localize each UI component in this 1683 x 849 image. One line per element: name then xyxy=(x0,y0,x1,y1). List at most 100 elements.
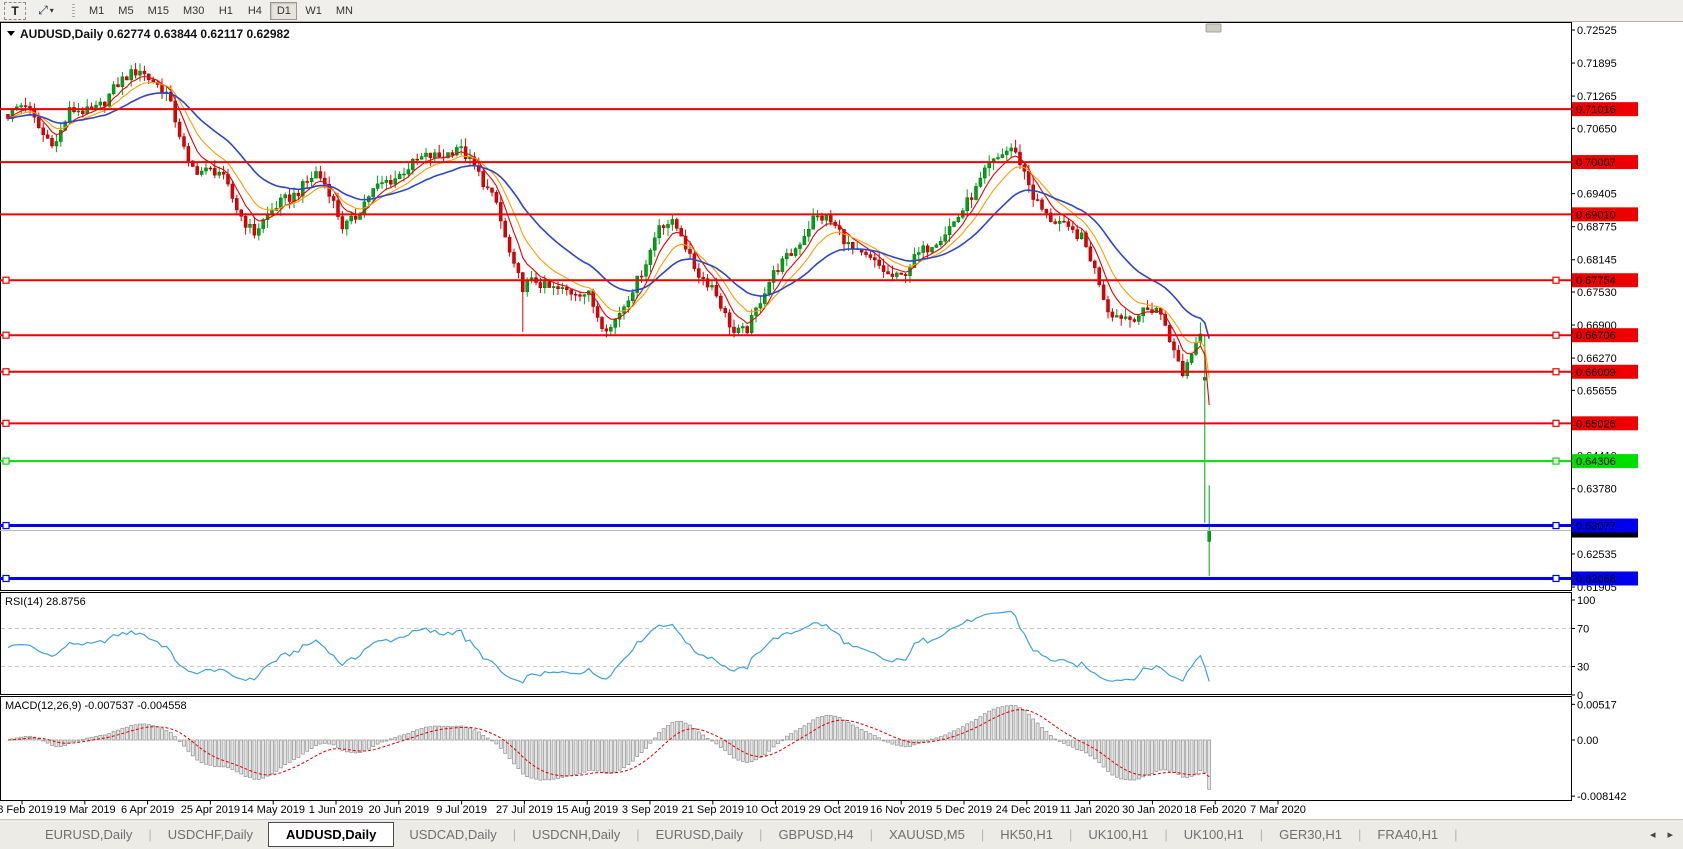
hline-handle[interactable] xyxy=(2,419,10,427)
candle-body xyxy=(54,141,59,147)
candle-body xyxy=(1093,260,1097,269)
hline-handle[interactable] xyxy=(2,368,10,376)
macd-bar xyxy=(239,739,244,775)
timeframe-button-m1[interactable]: M1 xyxy=(83,2,110,20)
candle-body xyxy=(169,91,173,102)
macd-bar xyxy=(1106,739,1110,772)
candle xyxy=(666,219,670,236)
candle-body xyxy=(939,240,943,246)
macd-bar xyxy=(1172,739,1176,773)
hline-handle[interactable] xyxy=(1552,574,1560,583)
macd-bar xyxy=(732,739,736,759)
timeframe-button-d1[interactable]: D1 xyxy=(270,1,298,20)
price-tick-label: 0.70650 xyxy=(1577,123,1617,135)
hline-handle[interactable] xyxy=(2,521,10,530)
timeframe-button-m15[interactable]: M15 xyxy=(142,2,175,20)
hline-handle[interactable] xyxy=(1552,419,1560,427)
tab-usdcad-daily[interactable]: USDCAD,Daily xyxy=(409,827,497,842)
text-tool-button[interactable]: T xyxy=(4,1,26,20)
candle-body xyxy=(556,286,560,289)
candle-body xyxy=(336,200,340,217)
macd-bar xyxy=(503,739,508,754)
date-tick-label: 28 Feb 2019 xyxy=(0,804,53,816)
macd-bar xyxy=(89,737,94,741)
hline-handle[interactable] xyxy=(2,331,10,339)
tab-eurusd-daily[interactable]: EURUSD,Daily xyxy=(45,827,133,842)
macd-bar xyxy=(50,739,54,746)
macd-bar xyxy=(930,738,934,741)
macd-bar xyxy=(173,736,178,741)
candle-body xyxy=(829,215,833,223)
rsi-panel[interactable] xyxy=(0,592,1572,695)
moving-average-medium xyxy=(7,81,1210,378)
tab-gbpusd-h4[interactable]: GBPUSD,H4 xyxy=(778,827,854,842)
candle xyxy=(1110,308,1115,322)
hline-handle[interactable] xyxy=(1552,276,1560,284)
macd-bar xyxy=(1189,739,1194,777)
cursor-objects-button[interactable]: ⤢ ▾ xyxy=(29,2,63,20)
timeframe-button-m5[interactable]: M5 xyxy=(112,2,139,20)
candle-body xyxy=(679,228,683,237)
hline-handle[interactable] xyxy=(1552,521,1560,530)
hline-handle[interactable] xyxy=(2,574,10,583)
tab-audusd-daily[interactable]: AUDUSD,Daily xyxy=(268,822,395,847)
hline-handle[interactable] xyxy=(1552,368,1560,376)
candle xyxy=(582,294,587,305)
timeframe-button-h4[interactable]: H4 xyxy=(241,2,268,20)
macd-bar xyxy=(1114,739,1119,778)
tab-uk100-h1[interactable]: UK100,H1 xyxy=(1183,827,1244,842)
tab-ger30-h1[interactable]: GER30,H1 xyxy=(1279,827,1342,842)
tab-eurusd-daily[interactable]: EURUSD,Daily xyxy=(655,827,744,842)
macd-bar xyxy=(868,733,873,741)
price-tick-label: 0.66270 xyxy=(1577,353,1617,365)
timeframe-button-m30[interactable]: M30 xyxy=(177,2,210,20)
candle xyxy=(1172,338,1176,359)
tab-hk50-h1[interactable]: HK50,H1 xyxy=(1000,827,1053,842)
candle xyxy=(829,210,833,226)
chart-scroll-marker[interactable] xyxy=(1205,23,1222,33)
candle-body xyxy=(613,319,617,328)
price-axis[interactable] xyxy=(1572,22,1683,801)
candle-body xyxy=(235,198,239,211)
timeframe-button-mn[interactable]: MN xyxy=(330,2,359,20)
chart-canvas[interactable]: 0.72525 0.71895 0.71265 0.70650 0.69405 0.687… xyxy=(0,22,1683,819)
collapse-indicator-icon[interactable] xyxy=(7,31,15,36)
macd-bar xyxy=(604,739,609,774)
candle xyxy=(675,217,679,231)
tab-usdchf-daily[interactable]: USDCHF,Daily xyxy=(167,827,254,842)
candle-body xyxy=(257,228,261,236)
hline-handle[interactable] xyxy=(2,457,10,465)
macd-bar xyxy=(32,736,37,741)
macd-bar xyxy=(974,718,978,741)
candle xyxy=(1176,345,1181,362)
candle-body xyxy=(653,237,657,251)
date-tick-label: 25 Apr 2019 xyxy=(181,804,240,816)
candle-body xyxy=(644,264,648,277)
candle-body xyxy=(19,105,23,108)
timeframe-button-w1[interactable]: W1 xyxy=(299,2,328,20)
tab-xauusd-m5[interactable]: XAUUSD,M5 xyxy=(888,827,965,842)
candle-body xyxy=(723,308,727,313)
chart-plot[interactable] xyxy=(0,22,1572,591)
macd-bar xyxy=(133,724,138,741)
macd-bar xyxy=(1185,739,1190,778)
candle xyxy=(59,123,63,147)
tab-uk100-h1[interactable]: UK100,H1 xyxy=(1088,827,1149,842)
candle-body xyxy=(199,170,204,175)
tab-scroll-left-icon[interactable]: ◂ xyxy=(1649,829,1656,841)
candle-body xyxy=(868,254,873,258)
hline-handle[interactable] xyxy=(2,276,10,284)
time-axis[interactable] xyxy=(0,802,1571,819)
tab-scroll-right-icon[interactable]: ▸ xyxy=(1667,829,1673,841)
macd-bar xyxy=(186,739,191,752)
candle-body xyxy=(85,106,89,114)
tab-usdcnh-daily[interactable]: USDCNH,Daily xyxy=(532,827,621,842)
candle-body xyxy=(1207,530,1211,542)
timeframe-button-h1[interactable]: H1 xyxy=(212,2,239,20)
hline-handle[interactable] xyxy=(1552,331,1560,339)
macd-bar xyxy=(736,739,741,761)
candle-body xyxy=(1203,377,1207,381)
tab-fra40-h1[interactable]: FRA40,H1 xyxy=(1377,827,1439,842)
macd-bar xyxy=(516,739,521,769)
hline-handle[interactable] xyxy=(1552,457,1560,465)
